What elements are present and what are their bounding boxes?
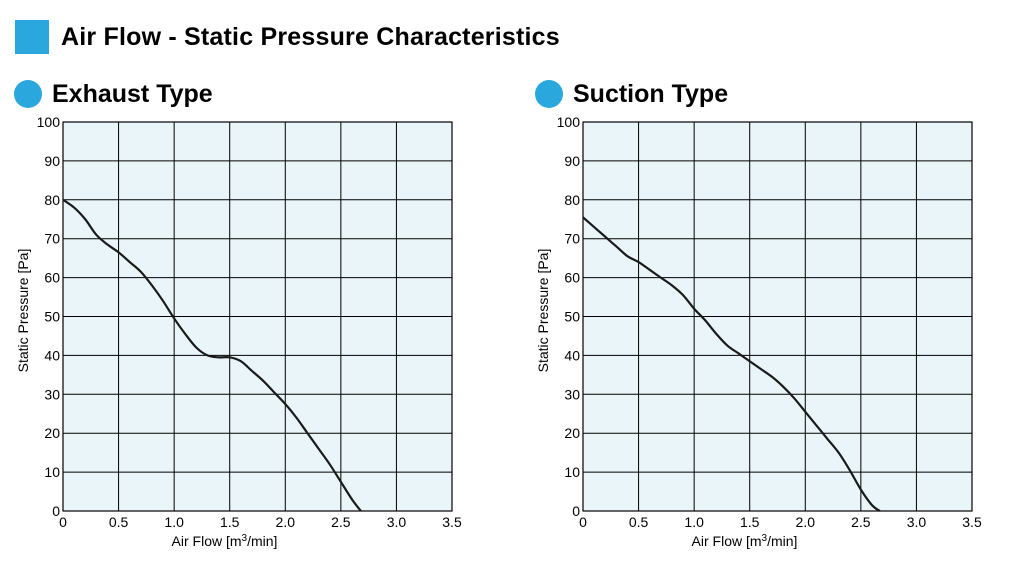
exhaust-y-tick-label: 20	[44, 425, 60, 441]
suction-x-tick-label: 2.0	[796, 514, 816, 530]
suction-type-title: Suction Type	[573, 79, 729, 108]
exhaust-type-heading: Exhaust Type	[14, 78, 213, 110]
exhaust-x-tick-label: 1.0	[164, 514, 184, 530]
suction-plot-border	[582, 121, 973, 512]
suction-x-tick-label: 0	[579, 514, 587, 530]
exhaust-plot-border	[62, 121, 453, 512]
suction-y-tick-label: 100	[557, 114, 581, 130]
exhaust-y-tick-label: 0	[52, 503, 60, 519]
suction-x-tick-label: 1.5	[740, 514, 760, 530]
suction-type-heading: Suction Type	[535, 78, 728, 110]
exhaust-x-tick-label: 1.5	[220, 514, 240, 530]
suction-y-tick-label: 80	[564, 192, 580, 208]
exhaust-y-tick-label: 80	[44, 192, 60, 208]
header-square-icon	[15, 20, 49, 54]
suction-y-tick-label: 60	[564, 270, 580, 286]
suction-x-axis-label: Air Flow [m3/min]	[692, 533, 798, 550]
exhaust-y-tick-label: 70	[44, 231, 60, 247]
suction-y-tick-label: 90	[564, 153, 580, 169]
suction-x-tick-label: 2.5	[851, 514, 871, 530]
suction-y-tick-label: 10	[564, 464, 580, 480]
suction-x-tick-label: 3.5	[962, 514, 982, 530]
suction-type-chart: 0 0.5 1.0 1.5 2.0 2.5 3.0 3.5 0 10 20 30 40 50 60 70 80 9…	[535, 114, 982, 550]
exhaust-x-tick-label: 0	[59, 514, 67, 530]
page-title: Air Flow - Static Pressure Characteristi…	[61, 22, 560, 51]
suction-x-tick-label: 0.5	[629, 514, 649, 530]
page-header: Air Flow - Static Pressure Characteristi…	[15, 19, 560, 55]
suction-curve-line	[582, 216, 881, 512]
exhaust-x-axis-label: Air Flow [m3/min]	[172, 533, 278, 550]
suction-x-tick-label: 3.0	[907, 514, 927, 530]
exhaust-y-tick-label: 90	[44, 153, 60, 169]
exhaust-y-tick-label: 60	[44, 270, 60, 286]
suction-y-tick-label: 40	[564, 347, 580, 363]
exhaust-y-tick-label: 50	[44, 309, 60, 325]
circle-bullet-icon	[535, 80, 563, 108]
exhaust-x-tick-label: 3.0	[387, 514, 407, 530]
suction-y-tick-label: 20	[564, 425, 580, 441]
exhaust-curve-line	[62, 198, 362, 512]
exhaust-x-tick-label: 2.5	[331, 514, 351, 530]
circle-bullet-icon	[14, 80, 42, 108]
exhaust-type-title: Exhaust Type	[52, 79, 213, 108]
suction-y-axis-label: Static Pressure [Pa]	[535, 249, 551, 373]
suction-y-tick-label: 50	[564, 309, 580, 325]
exhaust-y-axis-label: Static Pressure [Pa]	[15, 249, 31, 373]
exhaust-y-tick-label: 10	[44, 464, 60, 480]
exhaust-y-tick-label: 100	[37, 114, 61, 130]
exhaust-x-tick-label: 2.0	[276, 514, 296, 530]
suction-y-tick-label: 70	[564, 231, 580, 247]
exhaust-x-tick-label: 0.5	[109, 514, 129, 530]
suction-y-tick-label: 0	[572, 503, 580, 519]
exhaust-y-tick-label: 40	[44, 347, 60, 363]
suction-x-tick-label: 1.0	[684, 514, 704, 530]
suction-y-tick-label: 30	[564, 386, 580, 402]
exhaust-type-chart: 0 0.5 1.0 1.5 2.0 2.5 3.0 3.5 0 10 20 30 40 50 60 70 80 9…	[15, 114, 462, 550]
exhaust-y-tick-label: 30	[44, 386, 60, 402]
exhaust-x-tick-label: 3.5	[442, 514, 462, 530]
